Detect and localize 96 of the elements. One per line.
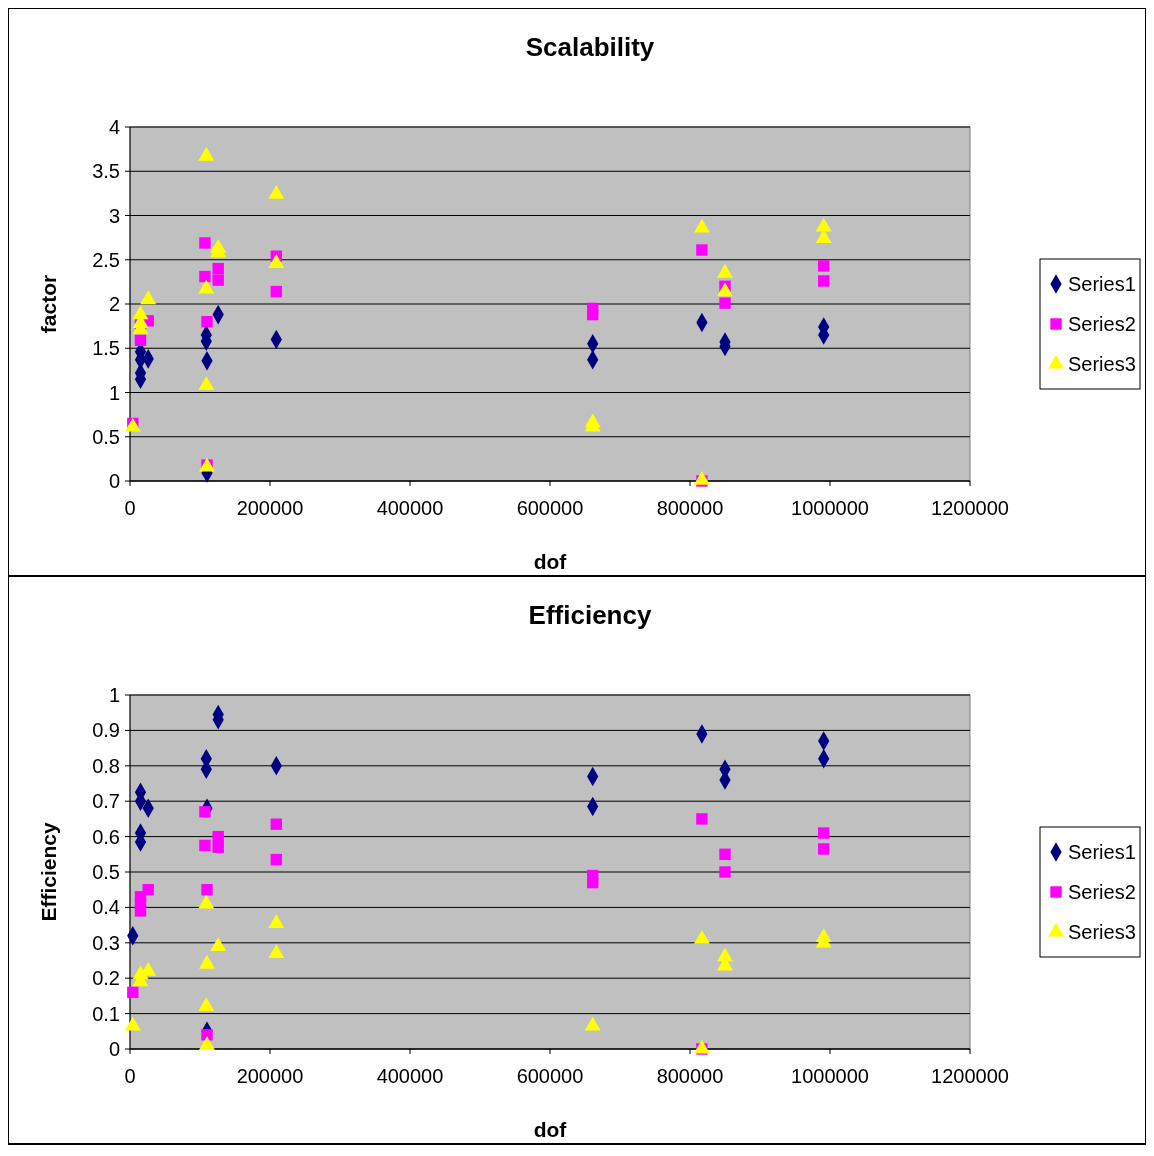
y-tick-label: 0.5 bbox=[92, 425, 120, 448]
point bbox=[124, 1016, 141, 1031]
point bbox=[134, 905, 147, 917]
x-tick-label: 600000 bbox=[516, 497, 584, 519]
legend-label: Series3 bbox=[1068, 353, 1136, 375]
x-tick-label: 600000 bbox=[516, 1065, 584, 1087]
x-tick-label: 1000000 bbox=[791, 1065, 869, 1087]
x-tick-label: 1200000 bbox=[931, 1065, 1009, 1087]
legend-label: Series1 bbox=[1068, 273, 1136, 295]
point bbox=[693, 218, 710, 233]
x-tick-label: 800000 bbox=[656, 1065, 724, 1087]
y-tick-label: 1.5 bbox=[92, 337, 120, 360]
y-tick-label: 0.7 bbox=[92, 790, 120, 813]
chart-title: Efficiency bbox=[528, 600, 652, 630]
y-tick-label: 2.5 bbox=[92, 248, 120, 271]
x-tick-label: 0 bbox=[124, 1065, 136, 1087]
y-tick-label: 0.9 bbox=[92, 719, 120, 742]
y-tick-label: 0 bbox=[108, 1038, 120, 1060]
y-tick-label: 3 bbox=[108, 204, 120, 227]
point bbox=[818, 275, 830, 287]
point bbox=[696, 813, 708, 825]
y-tick-label: 0.6 bbox=[92, 825, 120, 848]
point bbox=[268, 914, 285, 928]
point bbox=[198, 894, 215, 909]
y-tick-label: 3.5 bbox=[92, 160, 120, 183]
point bbox=[198, 997, 215, 1012]
point bbox=[134, 334, 147, 346]
point bbox=[198, 376, 215, 391]
point bbox=[719, 866, 731, 878]
y-tick-label: 1 bbox=[108, 381, 120, 404]
point bbox=[212, 262, 224, 275]
point bbox=[584, 1016, 601, 1031]
point bbox=[198, 147, 215, 161]
point bbox=[142, 884, 154, 896]
y-tick-label: 0.4 bbox=[92, 896, 120, 919]
point bbox=[201, 884, 213, 896]
point bbox=[199, 954, 215, 969]
x-tick-label: 200000 bbox=[236, 497, 304, 519]
x-axis-title: dof bbox=[533, 550, 568, 573]
point bbox=[719, 297, 731, 309]
point bbox=[140, 290, 157, 305]
point bbox=[199, 1036, 215, 1051]
y-tick-label: 0.2 bbox=[92, 967, 120, 990]
point bbox=[212, 830, 224, 843]
x-tick-label: 400000 bbox=[376, 497, 444, 519]
point bbox=[268, 944, 285, 959]
point bbox=[693, 1039, 710, 1054]
point bbox=[717, 263, 733, 278]
y-tick-label: 0.3 bbox=[92, 931, 120, 954]
point bbox=[201, 316, 213, 328]
point bbox=[587, 876, 599, 889]
point bbox=[268, 185, 285, 199]
point bbox=[693, 930, 710, 944]
x-tick-label: 1000000 bbox=[791, 497, 869, 519]
point bbox=[199, 270, 211, 283]
y-tick-label: 0.8 bbox=[92, 754, 120, 777]
y-tick-label: 4 bbox=[108, 116, 120, 138]
y-axis-title: factor bbox=[37, 274, 60, 334]
point bbox=[587, 308, 599, 321]
x-axis-title: dof bbox=[533, 1118, 568, 1141]
point bbox=[818, 260, 830, 272]
point bbox=[696, 244, 708, 256]
legend-label: Series2 bbox=[1068, 881, 1136, 903]
point bbox=[210, 937, 227, 951]
point bbox=[270, 285, 282, 298]
y-tick-label: 0.1 bbox=[92, 1002, 120, 1025]
point bbox=[212, 274, 224, 286]
x-tick-label: 1200000 bbox=[931, 497, 1009, 519]
x-tick-label: 400000 bbox=[376, 1065, 444, 1087]
point bbox=[268, 254, 285, 268]
legend-label: Series3 bbox=[1068, 921, 1136, 943]
point bbox=[198, 279, 215, 294]
point bbox=[270, 818, 282, 830]
point bbox=[270, 853, 282, 866]
point bbox=[127, 986, 139, 999]
y-tick-label: 0.5 bbox=[92, 861, 120, 883]
x-tick-label: 200000 bbox=[236, 1065, 304, 1087]
y-tick-label: 2 bbox=[108, 293, 120, 315]
y-axis-title: Efficiency bbox=[37, 822, 60, 922]
x-tick-label: 0 bbox=[124, 497, 136, 519]
point bbox=[199, 839, 211, 852]
legend-label: Series1 bbox=[1068, 841, 1136, 863]
point bbox=[815, 217, 832, 232]
point bbox=[199, 237, 211, 249]
point bbox=[815, 229, 832, 244]
y-tick-label: 0 bbox=[108, 470, 120, 492]
point bbox=[717, 282, 733, 297]
chart-title: Scalability bbox=[525, 32, 655, 62]
point bbox=[199, 806, 211, 818]
legend-label: Series2 bbox=[1068, 313, 1136, 335]
y-tick-label: 1 bbox=[108, 684, 120, 706]
point bbox=[818, 843, 830, 855]
point bbox=[818, 827, 830, 839]
point bbox=[719, 848, 731, 860]
x-tick-label: 800000 bbox=[656, 497, 724, 519]
point bbox=[212, 841, 224, 853]
